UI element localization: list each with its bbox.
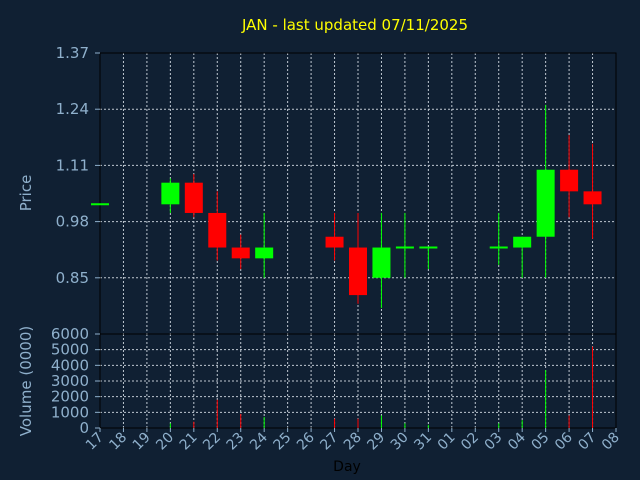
candlestick-series: [91, 104, 602, 309]
x-axis-ticks: 17 18 19 20 21 22 23 24 25 26 27 28 29 30 31 01 02 03 04 05…: [83, 428, 623, 453]
x-tick-label: 26: [294, 429, 318, 453]
volume-series: [169, 346, 594, 428]
volume-tick-label: 2000: [51, 388, 89, 406]
volume-tick-label: 4000: [51, 356, 89, 374]
x-tick-label: 20: [153, 430, 177, 454]
x-tick-label: 30: [388, 430, 412, 454]
x-tick-label: 24: [247, 429, 271, 453]
candle-body: [255, 247, 274, 259]
volume-tick-label: 1000: [51, 403, 89, 421]
x-tick-label: 03: [482, 430, 506, 454]
x-tick-label: 06: [552, 429, 576, 453]
x-tick-label: 29: [364, 430, 388, 454]
x-tick-label: 07: [575, 430, 599, 454]
candle-body: [208, 212, 227, 248]
volume-axis-label: Volume (0000): [17, 326, 35, 436]
x-tick-label: 04: [505, 429, 529, 453]
candle-body: [513, 236, 532, 248]
volume-tick-label: 6000: [51, 325, 89, 343]
volume-tick-label: 5000: [51, 341, 89, 359]
candle-body: [536, 169, 555, 237]
x-tick-label: 22: [200, 430, 224, 454]
price-axis-ticks: 0.85 0.98 1.11 1.24 1.37: [56, 44, 100, 287]
candle-body: [372, 247, 391, 278]
volume-grid: [99, 333, 617, 429]
candle-body: [560, 169, 579, 192]
price-tick-label: 1.37: [56, 44, 89, 62]
candle-body: [161, 182, 180, 205]
chart-title: JAN - last updated 07/11/2025: [241, 16, 468, 34]
x-tick-label: 25: [271, 430, 295, 454]
candle-body: [325, 236, 344, 248]
x-tick-label: 02: [458, 430, 482, 454]
x-tick-label: 31: [411, 430, 435, 454]
x-tick-label: 23: [224, 430, 248, 454]
price-tick-label: 1.24: [56, 100, 89, 118]
price-axis-label: Price: [17, 175, 35, 212]
x-tick-label: 18: [106, 430, 130, 454]
x-tick-label: 21: [177, 430, 201, 454]
x-tick-label: 01: [435, 430, 459, 454]
candle-body: [583, 191, 602, 205]
x-tick-label: 28: [341, 430, 365, 454]
price-tick-label: 0.98: [56, 213, 89, 231]
candle-body: [349, 247, 367, 296]
volume-tick-label: 0: [79, 419, 89, 437]
volume-tick-label: 3000: [51, 372, 89, 390]
x-axis-label: Day: [333, 459, 361, 475]
candle-body: [184, 182, 203, 213]
price-tick-label: 0.85: [56, 269, 89, 287]
x-tick-label: 27: [317, 430, 341, 454]
candle-body: [231, 247, 250, 259]
price-tick-label: 1.11: [56, 156, 89, 174]
x-tick-label: 19: [130, 430, 154, 454]
x-tick-label: 05: [529, 430, 553, 454]
x-tick-label: 08: [599, 430, 623, 454]
